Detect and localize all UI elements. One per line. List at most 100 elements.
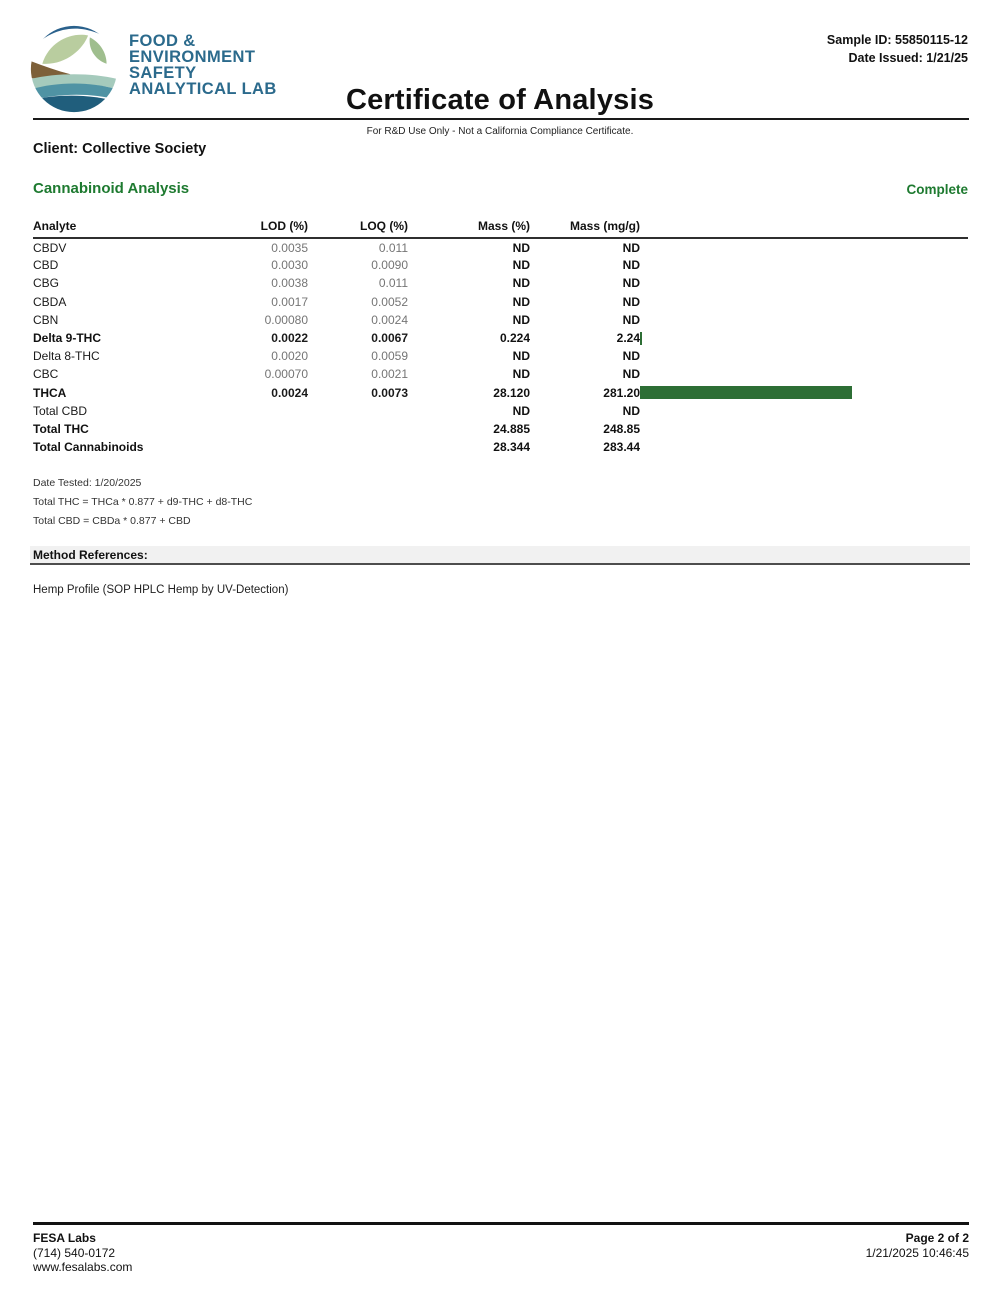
loq-value: 0.011	[378, 240, 408, 255]
table-row: Delta 9-THC 0.0022 0.0067 0.224 2.24	[33, 329, 968, 347]
mass-mg-value: ND	[622, 312, 640, 327]
mass-pct-value: ND	[512, 258, 530, 273]
document-title: Certificate of Analysis	[345, 84, 655, 116]
loq-value: 0.0090	[371, 258, 408, 273]
table-row: CBDA 0.0017 0.0052 ND ND	[33, 293, 968, 311]
mass-pct-value: 24.885	[493, 421, 530, 436]
mass-pct-value: ND	[512, 403, 530, 418]
method-reference-item: Hemp Profile (SOP HPLC Hemp by UV-Detect…	[33, 584, 289, 596]
table-row: CBN 0.00080 0.0024 ND ND	[33, 311, 968, 329]
mass-bar-cell	[640, 384, 968, 402]
analyte-name: CBDA	[33, 294, 67, 309]
table-row: CBG 0.0038 0.011 ND ND	[33, 274, 968, 292]
lod-value: 0.0030	[271, 258, 308, 273]
sample-id: Sample ID: 55850115-12	[826, 33, 968, 47]
mass-bar-cell	[640, 402, 968, 420]
table-row: CBD 0.0030 0.0090 ND ND	[33, 256, 968, 274]
analyte-name: CBDV	[33, 240, 67, 255]
column-header-bar	[640, 219, 968, 239]
mass-mg-value: ND	[622, 349, 640, 364]
table-header-row: Analyte LOD (%) LOQ (%) Mass (%) Mass (m…	[33, 219, 968, 239]
column-header-loq: LOQ (%)	[308, 219, 408, 239]
mass-mg-value: 248.85	[603, 421, 640, 436]
loq-value: 0.0059	[371, 349, 408, 364]
header-divider	[33, 118, 969, 120]
total-thc-formula: Total THC = THCa * 0.877 + d9-THC + d8-T…	[33, 496, 253, 508]
mass-bar	[640, 386, 852, 400]
loq-value: 0.0067	[371, 331, 408, 346]
column-header-lod: LOD (%)	[253, 219, 308, 239]
mass-pct-value: ND	[512, 312, 530, 327]
status-badge: Complete	[906, 182, 968, 197]
lod-value: 0.0024	[271, 385, 308, 400]
lab-name: FOOD & ENVIRONMENT SAFETY ANALYTICAL LAB	[129, 25, 277, 113]
mass-pct-value: ND	[512, 367, 530, 382]
mass-bar-cell	[640, 274, 968, 292]
mass-mg-value: 281.20	[603, 385, 640, 400]
mass-mg-value: 2.24	[616, 331, 640, 346]
lab-name-line: ANALYTICAL LAB	[129, 80, 277, 98]
column-header-mass-pct: Mass (%)	[408, 219, 530, 239]
lod-value	[253, 438, 308, 456]
mass-bar-cell	[640, 293, 968, 311]
table-row: CBC 0.00070 0.0021 ND ND	[33, 365, 968, 383]
mass-bar-cell	[640, 329, 968, 347]
total-cbd-formula: Total CBD = CBDa * 0.877 + CBD	[33, 515, 191, 527]
column-header-mass-mg: Mass (mg/g)	[530, 219, 640, 239]
analyte-name: CBD	[33, 258, 59, 273]
page-footer: FESA Labs (714) 540-0172 www.fesalabs.co…	[33, 1222, 969, 1275]
table-row: THCA 0.0024 0.0073 28.120 281.20	[33, 384, 968, 402]
sample-info: Sample ID: 55850115-12 Date Issued: 1/21…	[827, 31, 968, 67]
footer-page-number: Page 2 of 2	[905, 1231, 969, 1245]
analyte-name: CBG	[33, 276, 60, 291]
cannabinoid-results-table: Analyte LOD (%) LOQ (%) Mass (%) Mass (m…	[33, 219, 968, 456]
lod-value: 0.00080	[264, 312, 308, 327]
footer-company: FESA Labs	[33, 1231, 96, 1245]
date-issued: Date Issued: 1/21/25	[848, 51, 968, 65]
mass-pct-value: ND	[512, 276, 530, 291]
table-row: Total CBD ND ND	[33, 402, 968, 420]
analyte-name: Total THC	[33, 421, 89, 436]
mass-mg-value: ND	[622, 276, 640, 291]
mass-pct-value: 28.344	[493, 440, 530, 455]
lod-value: 0.0022	[271, 331, 308, 346]
mass-bar-cell	[640, 420, 968, 438]
analyte-name: Delta 8-THC	[33, 349, 100, 364]
lod-value: 0.0038	[271, 276, 308, 291]
analyte-name: CBC	[33, 367, 59, 382]
lab-logo: FOOD & ENVIRONMENT SAFETY ANALYTICAL LAB	[30, 25, 277, 113]
mass-pct-value: ND	[512, 240, 530, 255]
footer-lab-info: FESA Labs (714) 540-0172 www.fesalabs.co…	[33, 1231, 132, 1275]
method-references-title: Method References:	[33, 548, 148, 562]
mass-bar-cell	[640, 347, 968, 365]
mass-bar-cell	[640, 238, 968, 256]
mass-bar-cell	[640, 438, 968, 456]
loq-value	[308, 420, 408, 438]
mass-pct-value: ND	[512, 294, 530, 309]
mass-mg-value: ND	[622, 367, 640, 382]
lod-value: 0.0035	[271, 240, 308, 255]
mass-mg-value: 283.44	[603, 440, 640, 455]
loq-value: 0.0052	[371, 294, 408, 309]
footer-page-info: Page 2 of 2 1/21/2025 10:46:45	[866, 1231, 969, 1275]
footer-website: www.fesalabs.com	[33, 1260, 133, 1274]
loq-value: 0.011	[378, 276, 408, 291]
mass-mg-value: ND	[622, 258, 640, 273]
lab-name-line: FOOD &	[129, 32, 196, 50]
loq-value: 0.0021	[371, 367, 408, 382]
mass-pct-value: 28.120	[493, 385, 530, 400]
mass-pct-value: 0.224	[499, 331, 530, 346]
lod-value: 0.0017	[271, 294, 308, 309]
footer-timestamp: 1/21/2025 10:46:45	[865, 1245, 969, 1260]
method-references-header: Method References:	[30, 546, 970, 565]
table-row: Total THC 24.885 248.85	[33, 420, 968, 438]
mass-bar-cell	[640, 365, 968, 383]
loq-value	[308, 438, 408, 456]
table-row: CBDV 0.0035 0.011 ND ND	[33, 238, 968, 256]
lab-name-line: ENVIRONMENT	[129, 48, 256, 66]
mass-mg-value: ND	[622, 294, 640, 309]
loq-value	[308, 402, 408, 420]
mass-pct-value: ND	[512, 349, 530, 364]
lod-value	[253, 420, 308, 438]
